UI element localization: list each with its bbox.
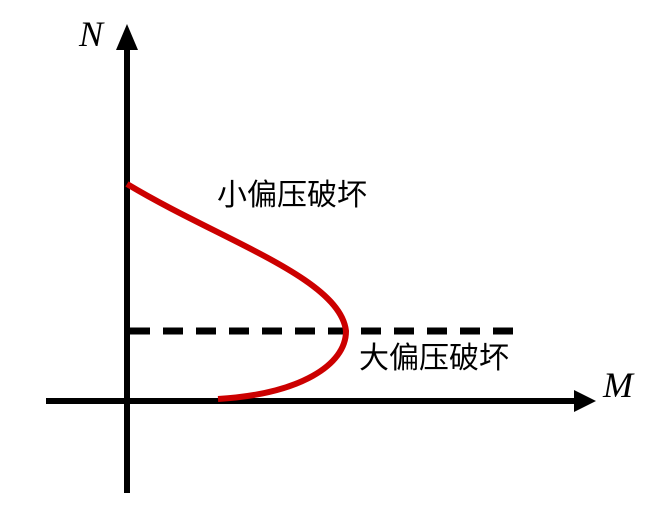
large-eccentricity-failure-label: 大偏压破坏 — [359, 341, 509, 376]
m-axis-arrowhead-icon — [574, 390, 596, 412]
small-eccentricity-failure-label: 小偏压破坏 — [217, 178, 367, 213]
y-axis-label: N — [79, 14, 104, 54]
x-axis-label: M — [603, 365, 633, 405]
failure-envelope-curve — [125, 181, 350, 402]
n-axis-arrowhead-icon — [116, 24, 138, 50]
